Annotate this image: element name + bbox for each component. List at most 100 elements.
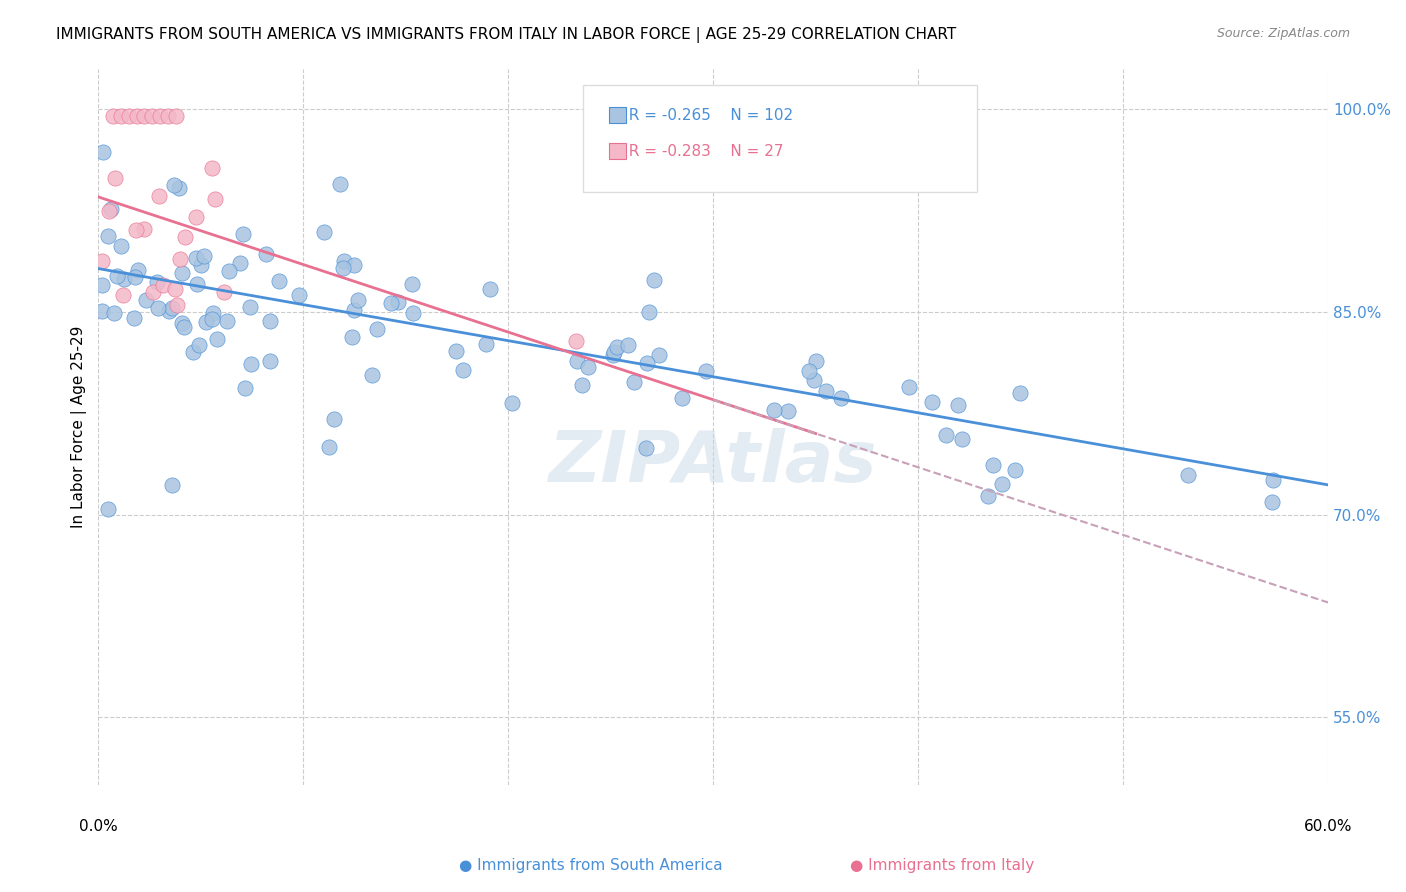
Point [200,311,222,326]
Point [184,210,207,224]
Point [318,441,340,455]
Point [101,109,124,123]
Point [184,252,207,266]
Point [122,311,145,326]
Point [149,109,172,123]
Point [238,301,260,315]
Point [205,332,228,346]
Point [127,263,149,277]
Point [229,256,252,270]
Point [91,304,114,318]
Text: 60.0%: 60.0% [1303,819,1353,834]
Point [576,359,599,374]
Point [160,301,183,316]
Point [648,348,671,362]
Point [91,253,114,268]
Point [141,109,163,123]
Point [105,269,128,284]
Point [181,344,204,359]
Point [135,293,157,307]
Point [125,223,148,237]
Point [100,202,122,216]
Point [312,225,335,239]
Point [188,337,211,351]
Point [977,489,1000,503]
Point [332,261,354,276]
Text: ZIPAtlas: ZIPAtlas [548,428,877,497]
Text: Source: ZipAtlas.com: Source: ZipAtlas.com [1216,27,1350,40]
Point [567,354,589,368]
Point [897,380,920,394]
Point [167,181,190,195]
Point [323,412,346,426]
Point [288,288,311,302]
Point [152,278,174,293]
Point [97,228,120,243]
Point [401,306,423,320]
Point [343,303,366,318]
Point [114,272,136,286]
Point [259,314,281,328]
Point [163,178,186,192]
Point [254,247,277,261]
Point [110,109,132,123]
Point [444,344,467,359]
Point [636,356,658,370]
Point [218,263,240,277]
Text: ● Immigrants from South America: ● Immigrants from South America [458,858,723,872]
Point [623,375,645,389]
Text: ● Immigrants from Italy: ● Immigrants from Italy [849,858,1035,872]
Point [91,278,114,293]
Point [361,368,384,382]
Point [146,301,169,315]
Point [1004,463,1026,477]
Point [111,288,134,302]
Point [163,282,186,296]
Point [204,192,226,206]
Point [240,357,263,371]
Point [97,502,120,516]
Point [269,274,291,288]
Point [991,476,1014,491]
Point [124,270,146,285]
Point [671,391,693,405]
Point [160,478,183,492]
Point [981,458,1004,472]
Point [125,109,148,123]
Point [346,293,368,307]
Point [602,348,624,362]
Point [186,277,208,291]
Point [193,249,215,263]
Point [401,277,423,292]
Point [797,364,820,378]
Point [148,189,170,203]
Point [165,109,187,123]
Point [166,298,188,312]
Point [142,285,165,300]
Point [451,363,474,377]
Point [804,353,827,368]
Point [157,109,180,123]
Point [1177,468,1199,483]
Point [638,305,661,319]
Point [501,395,523,409]
Point [603,345,626,359]
Point [763,402,786,417]
Point [332,254,354,268]
Point [695,363,717,377]
Point [259,354,281,368]
Point [170,266,193,280]
Point [1010,385,1032,400]
Point [634,442,657,456]
Point [343,258,366,272]
Point [475,336,498,351]
Point [935,427,957,442]
Point [830,391,852,405]
Point [617,338,640,352]
Point [815,384,838,398]
Point [232,227,254,241]
Point [170,316,193,330]
Text: 0.0%: 0.0% [79,819,118,834]
Point [366,322,388,336]
Text: R = -0.265    N = 102: R = -0.265 N = 102 [619,109,793,123]
